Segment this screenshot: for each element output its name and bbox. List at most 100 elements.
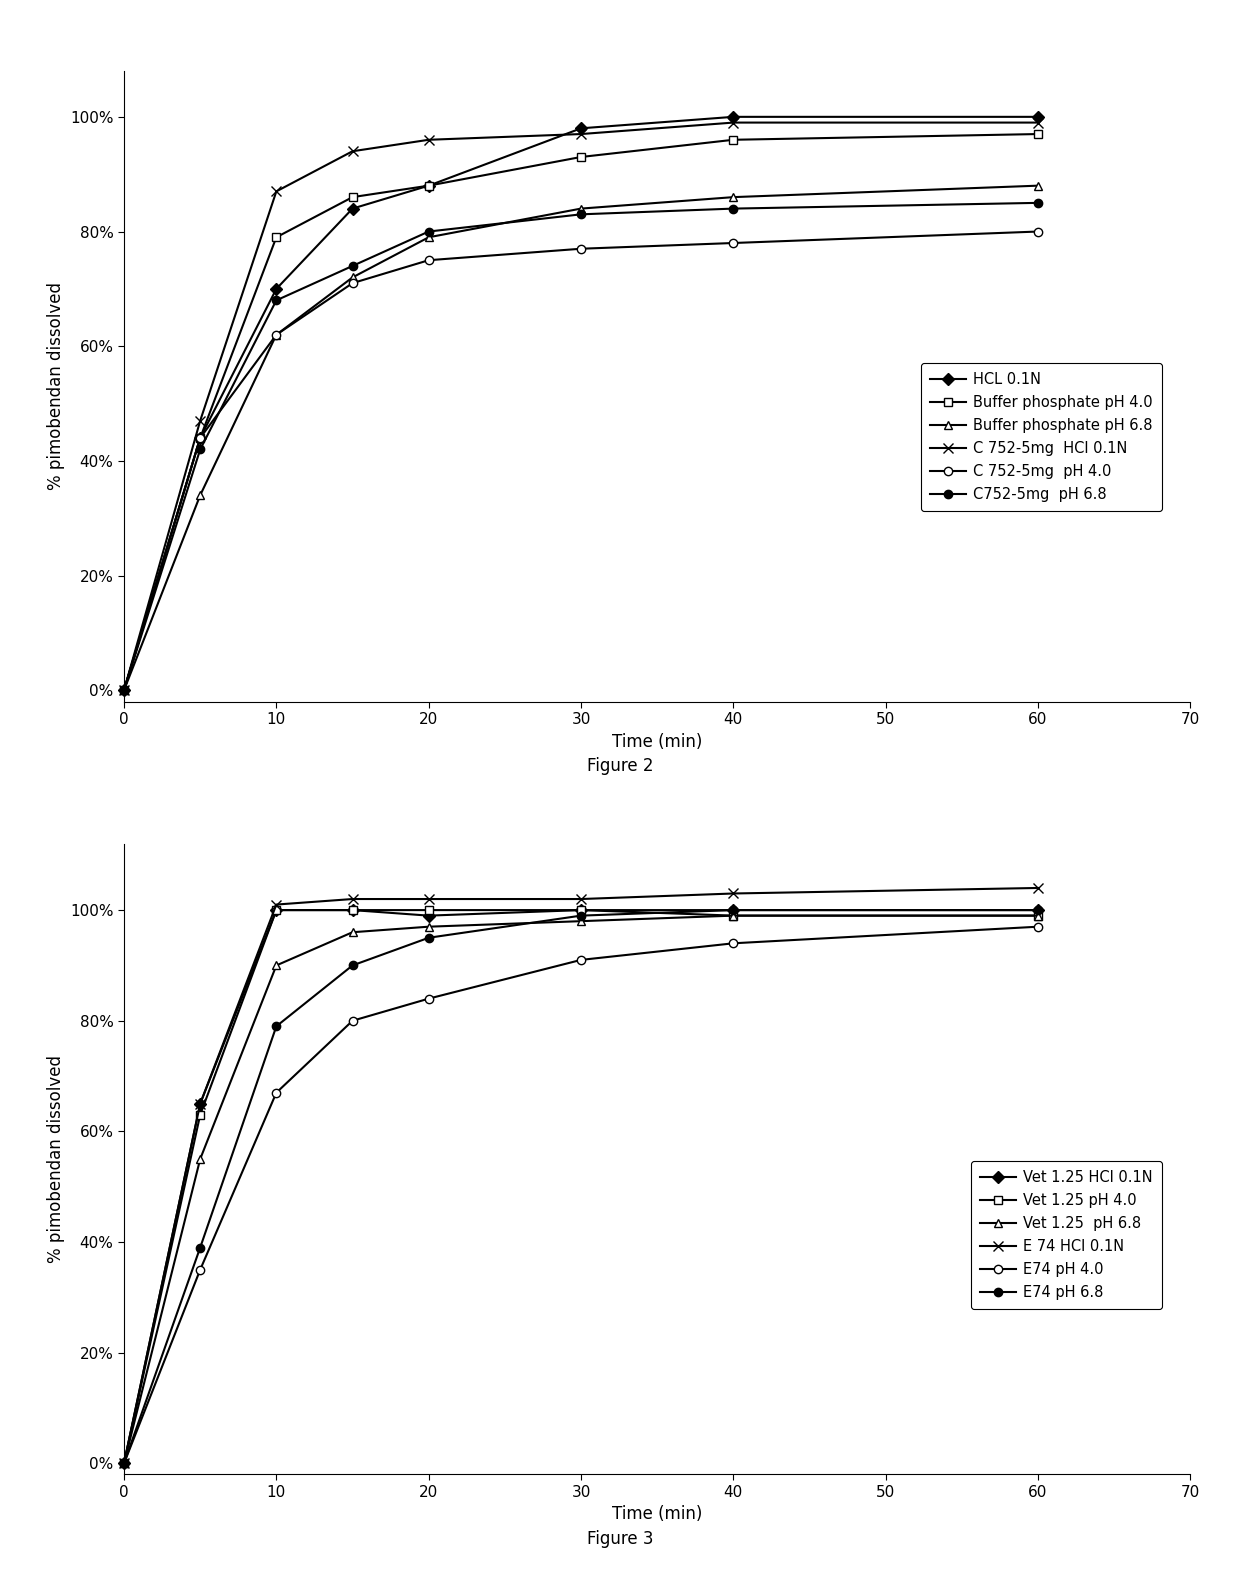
Legend: Vet 1.25 HCl 0.1N, Vet 1.25 pH 4.0, Vet 1.25  pH 6.8, E 74 HCl 0.1N, E74 pH 4.0,: Vet 1.25 HCl 0.1N, Vet 1.25 pH 4.0, Vet … bbox=[971, 1161, 1162, 1309]
C 752-5mg  HCl 0.1N bbox=[269, 181, 284, 200]
Line: Buffer phosphate pH 6.8: Buffer phosphate pH 6.8 bbox=[120, 181, 1043, 694]
E74 pH 4.0 bbox=[725, 934, 740, 953]
C 752-5mg  pH 4.0 bbox=[1030, 222, 1045, 241]
Line: E74 pH 4.0: E74 pH 4.0 bbox=[120, 923, 1043, 1468]
C 752-5mg  HCl 0.1N bbox=[345, 142, 360, 161]
Legend: HCL 0.1N, Buffer phosphate pH 4.0, Buffer phosphate pH 6.8, C 752-5mg  HCl 0.1N,: HCL 0.1N, Buffer phosphate pH 4.0, Buffe… bbox=[921, 363, 1162, 511]
Vet 1.25 pH 4.0 bbox=[574, 900, 589, 919]
Buffer phosphate pH 4.0 bbox=[725, 131, 740, 150]
C752-5mg  pH 6.8 bbox=[422, 222, 436, 241]
Buffer phosphate pH 6.8 bbox=[269, 325, 284, 344]
Line: Vet 1.25  pH 6.8: Vet 1.25 pH 6.8 bbox=[120, 912, 1043, 1468]
Vet 1.25 HCl 0.1N bbox=[574, 900, 589, 919]
HCL 0.1N bbox=[725, 107, 740, 126]
E74 pH 6.8 bbox=[574, 907, 589, 926]
Vet 1.25  pH 6.8 bbox=[1030, 907, 1045, 926]
C752-5mg  pH 6.8 bbox=[117, 681, 131, 700]
C 752-5mg  HCl 0.1N bbox=[1030, 114, 1045, 132]
HCL 0.1N bbox=[117, 681, 131, 700]
Vet 1.25  pH 6.8 bbox=[725, 907, 740, 926]
Line: E 74 HCl 0.1N: E 74 HCl 0.1N bbox=[119, 883, 1043, 1468]
Vet 1.25 HCl 0.1N bbox=[117, 1454, 131, 1473]
E 74 HCl 0.1N bbox=[574, 889, 589, 908]
E74 pH 4.0 bbox=[269, 1083, 284, 1102]
HCL 0.1N bbox=[422, 177, 436, 196]
Line: Buffer phosphate pH 4.0: Buffer phosphate pH 4.0 bbox=[120, 129, 1043, 694]
E74 pH 6.8 bbox=[192, 1238, 207, 1257]
E74 pH 6.8 bbox=[725, 900, 740, 919]
Buffer phosphate pH 4.0 bbox=[269, 227, 284, 246]
E74 pH 4.0 bbox=[422, 989, 436, 1008]
Line: Vet 1.25 HCl 0.1N: Vet 1.25 HCl 0.1N bbox=[120, 905, 1043, 1468]
C752-5mg  pH 6.8 bbox=[192, 440, 207, 459]
HCL 0.1N bbox=[192, 429, 207, 448]
C752-5mg  pH 6.8 bbox=[1030, 194, 1045, 213]
C 752-5mg  HCl 0.1N bbox=[725, 114, 740, 132]
Buffer phosphate pH 4.0 bbox=[345, 188, 360, 207]
X-axis label: Time (min): Time (min) bbox=[613, 1506, 702, 1523]
C 752-5mg  pH 4.0 bbox=[422, 251, 436, 270]
Buffer phosphate pH 6.8 bbox=[117, 681, 131, 700]
C 752-5mg  pH 4.0 bbox=[574, 240, 589, 259]
E 74 HCl 0.1N bbox=[1030, 878, 1045, 897]
C752-5mg  pH 6.8 bbox=[574, 205, 589, 224]
Vet 1.25  pH 6.8 bbox=[422, 918, 436, 937]
C 752-5mg  HCl 0.1N bbox=[192, 412, 207, 431]
C 752-5mg  pH 4.0 bbox=[725, 233, 740, 252]
Vet 1.25 HCl 0.1N bbox=[1030, 900, 1045, 919]
C 752-5mg  HCl 0.1N bbox=[574, 125, 589, 144]
Line: C752-5mg  pH 6.8: C752-5mg pH 6.8 bbox=[120, 199, 1043, 694]
HCL 0.1N bbox=[1030, 107, 1045, 126]
E74 pH 6.8 bbox=[422, 929, 436, 948]
Vet 1.25 pH 4.0 bbox=[1030, 907, 1045, 926]
E74 pH 6.8 bbox=[345, 956, 360, 975]
Y-axis label: % pimobendan dissolved: % pimobendan dissolved bbox=[47, 1055, 64, 1263]
Vet 1.25  pH 6.8 bbox=[192, 1150, 207, 1169]
E74 pH 4.0 bbox=[574, 951, 589, 970]
Buffer phosphate pH 6.8 bbox=[192, 486, 207, 505]
Vet 1.25  pH 6.8 bbox=[574, 912, 589, 930]
Buffer phosphate pH 4.0 bbox=[422, 177, 436, 196]
Buffer phosphate pH 4.0 bbox=[192, 429, 207, 448]
C 752-5mg  pH 4.0 bbox=[345, 274, 360, 293]
Vet 1.25 HCl 0.1N bbox=[725, 900, 740, 919]
Buffer phosphate pH 6.8 bbox=[725, 188, 740, 207]
E 74 HCl 0.1N bbox=[725, 885, 740, 904]
E74 pH 6.8 bbox=[117, 1454, 131, 1473]
Buffer phosphate pH 6.8 bbox=[345, 268, 360, 287]
Buffer phosphate pH 6.8 bbox=[1030, 177, 1045, 196]
Vet 1.25 pH 4.0 bbox=[725, 907, 740, 926]
Vet 1.25  pH 6.8 bbox=[117, 1454, 131, 1473]
Text: Figure 3: Figure 3 bbox=[587, 1530, 653, 1547]
HCL 0.1N bbox=[269, 279, 284, 298]
X-axis label: Time (min): Time (min) bbox=[613, 733, 702, 751]
Vet 1.25 HCl 0.1N bbox=[269, 900, 284, 919]
C 752-5mg  pH 4.0 bbox=[117, 681, 131, 700]
C 752-5mg  HCl 0.1N bbox=[117, 681, 131, 700]
E 74 HCl 0.1N bbox=[269, 896, 284, 915]
Buffer phosphate pH 6.8 bbox=[574, 199, 589, 218]
C752-5mg  pH 6.8 bbox=[345, 257, 360, 276]
E74 pH 4.0 bbox=[117, 1454, 131, 1473]
Buffer phosphate pH 4.0 bbox=[574, 148, 589, 167]
Y-axis label: % pimobendan dissolved: % pimobendan dissolved bbox=[47, 282, 64, 490]
Line: E74 pH 6.8: E74 pH 6.8 bbox=[120, 905, 1043, 1468]
Vet 1.25 HCl 0.1N bbox=[345, 900, 360, 919]
Line: HCL 0.1N: HCL 0.1N bbox=[120, 112, 1043, 694]
Text: Figure 2: Figure 2 bbox=[587, 757, 653, 774]
E74 pH 6.8 bbox=[269, 1017, 284, 1036]
C 752-5mg  pH 4.0 bbox=[192, 429, 207, 448]
C 752-5mg  HCl 0.1N bbox=[422, 131, 436, 150]
Vet 1.25 pH 4.0 bbox=[345, 900, 360, 919]
Line: Vet 1.25 pH 4.0: Vet 1.25 pH 4.0 bbox=[120, 905, 1043, 1468]
E74 pH 4.0 bbox=[1030, 918, 1045, 937]
E74 pH 4.0 bbox=[345, 1011, 360, 1030]
C752-5mg  pH 6.8 bbox=[725, 199, 740, 218]
Vet 1.25 pH 4.0 bbox=[117, 1454, 131, 1473]
Buffer phosphate pH 4.0 bbox=[117, 681, 131, 700]
Vet 1.25 pH 4.0 bbox=[269, 900, 284, 919]
Buffer phosphate pH 6.8 bbox=[422, 227, 436, 246]
Vet 1.25  pH 6.8 bbox=[269, 956, 284, 975]
Vet 1.25 HCl 0.1N bbox=[192, 1094, 207, 1113]
E 74 HCl 0.1N bbox=[192, 1094, 207, 1113]
